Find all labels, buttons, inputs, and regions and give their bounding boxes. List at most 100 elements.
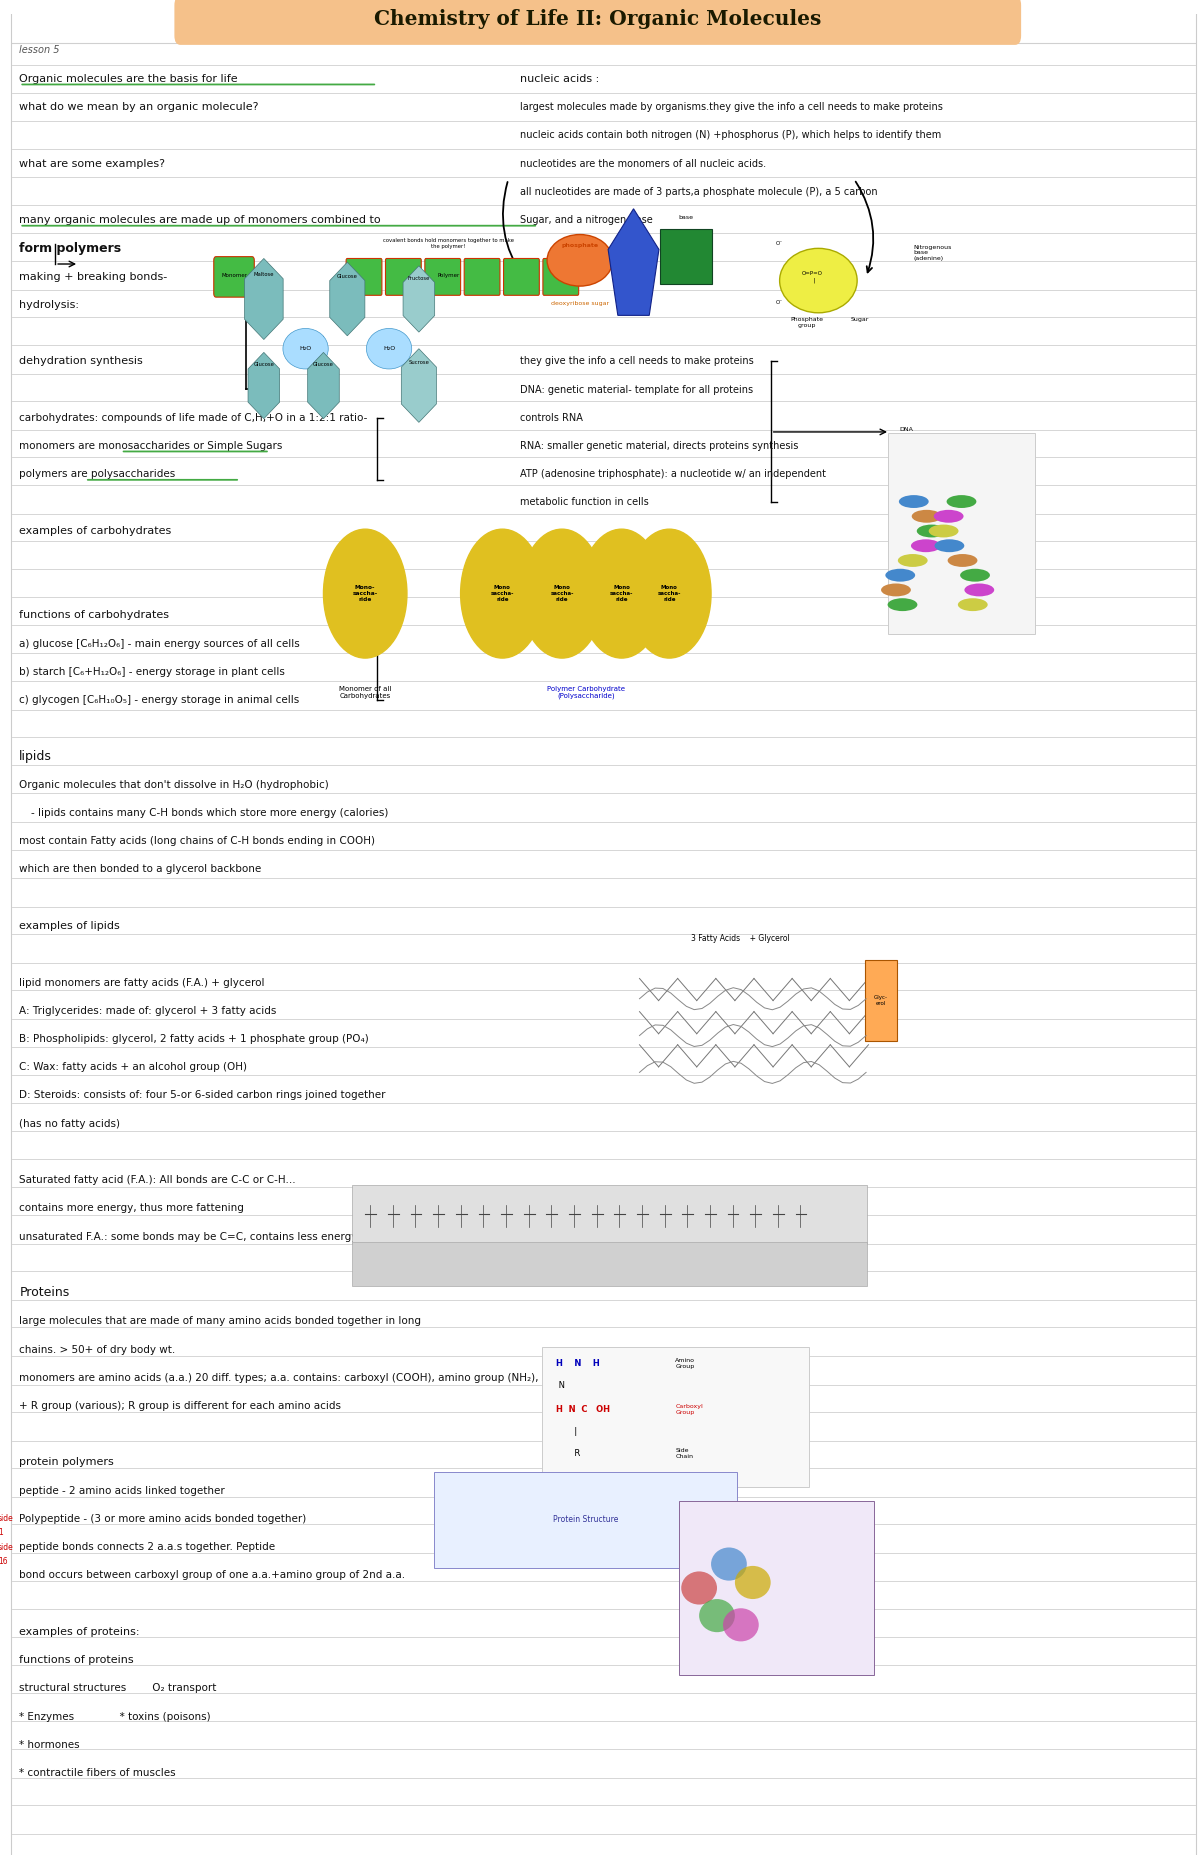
Ellipse shape <box>886 569 916 582</box>
Text: form polymers: form polymers <box>19 241 121 254</box>
Text: deoxyribose sugar: deoxyribose sugar <box>551 301 608 306</box>
Text: Maltose: Maltose <box>253 271 274 276</box>
Text: monomers are amino acids (a.a.) 20 diff. types; a.a. contains: carboxyl (COOH), : monomers are amino acids (a.a.) 20 diff.… <box>19 1373 539 1382</box>
Polygon shape <box>245 258 283 339</box>
FancyBboxPatch shape <box>541 1347 809 1486</box>
Text: H  N  C   OH: H N C OH <box>556 1404 610 1414</box>
Polygon shape <box>248 352 280 419</box>
Text: Organic molecules are the basis for life: Organic molecules are the basis for life <box>19 74 238 83</box>
Text: * Enzymes              * toxins (poisons): * Enzymes * toxins (poisons) <box>19 1712 211 1721</box>
Text: Chemistry of Life II: Organic Molecules: Chemistry of Life II: Organic Molecules <box>374 9 822 30</box>
FancyBboxPatch shape <box>434 1473 737 1567</box>
Text: Mono
saccha-
ride: Mono saccha- ride <box>610 586 634 601</box>
Text: hydrolysis:: hydrolysis: <box>19 301 79 310</box>
Text: side: side <box>0 1514 13 1523</box>
Text: DNA: genetic material- template for all proteins: DNA: genetic material- template for all … <box>521 384 754 395</box>
FancyBboxPatch shape <box>464 258 500 295</box>
Text: Monomer: Monomer <box>221 273 247 278</box>
Polygon shape <box>403 265 434 332</box>
Text: * contractile fibers of muscles: * contractile fibers of muscles <box>19 1768 176 1779</box>
FancyBboxPatch shape <box>679 1501 875 1675</box>
Text: 16: 16 <box>0 1556 7 1566</box>
Circle shape <box>461 529 544 659</box>
Ellipse shape <box>965 584 995 595</box>
Text: Polymer: Polymer <box>438 273 460 278</box>
Text: + R group (various); R group is different for each amino acids: + R group (various); R group is differen… <box>19 1401 341 1412</box>
Ellipse shape <box>780 249 857 313</box>
Text: |: | <box>556 1426 577 1436</box>
Text: Organic molecules that don't dissolve in H₂O (hydrophobic): Organic molecules that don't dissolve in… <box>19 779 329 790</box>
Text: bond occurs between carboxyl group of one a.a.+amino group of 2nd a.a.: bond occurs between carboxyl group of on… <box>19 1571 406 1580</box>
FancyBboxPatch shape <box>888 434 1036 634</box>
Polygon shape <box>307 352 340 419</box>
Ellipse shape <box>283 328 329 369</box>
Text: metabolic function in cells: metabolic function in cells <box>521 497 649 508</box>
Text: DNA: DNA <box>900 427 913 432</box>
Text: many organic molecules are made up of monomers combined to: many organic molecules are made up of mo… <box>19 215 380 224</box>
Text: Amino
Group: Amino Group <box>676 1358 695 1369</box>
FancyBboxPatch shape <box>385 258 421 295</box>
Ellipse shape <box>682 1571 718 1605</box>
Text: examples of carbohydrates: examples of carbohydrates <box>19 525 172 536</box>
Text: contains more energy, thus more fattening: contains more energy, thus more fattenin… <box>19 1204 245 1213</box>
Text: H₂O: H₂O <box>383 347 395 351</box>
Ellipse shape <box>734 1566 770 1599</box>
Text: O⁻: O⁻ <box>775 301 782 306</box>
Polygon shape <box>608 210 659 315</box>
Text: Monomer of all
Carbohydrates: Monomer of all Carbohydrates <box>340 686 391 699</box>
Text: (has no fatty acids): (has no fatty acids) <box>19 1119 120 1128</box>
Ellipse shape <box>929 525 959 538</box>
Polygon shape <box>401 349 437 423</box>
Circle shape <box>324 529 407 659</box>
Text: H    N    H: H N H <box>556 1360 600 1367</box>
Text: Mono-
saccha-
ride: Mono- saccha- ride <box>353 586 378 601</box>
Text: R: R <box>556 1449 581 1458</box>
Text: Carboxyl
Group: Carboxyl Group <box>676 1404 703 1415</box>
FancyBboxPatch shape <box>214 256 254 297</box>
Text: a) glucose [C₆H₁₂O₆] - main energy sources of all cells: a) glucose [C₆H₁₂O₆] - main energy sourc… <box>19 638 300 649</box>
Text: b) starch [C₆+H₁₂O₆] - energy storage in plant cells: b) starch [C₆+H₁₂O₆] - energy storage in… <box>19 668 286 677</box>
Text: nucleotides are the monomers of all nucleic acids.: nucleotides are the monomers of all nucl… <box>521 160 767 169</box>
Ellipse shape <box>917 525 947 538</box>
Text: 3 Fatty Acids    + Glycerol: 3 Fatty Acids + Glycerol <box>691 935 791 944</box>
Circle shape <box>628 529 712 659</box>
Text: Proteins: Proteins <box>19 1287 70 1300</box>
Text: examples of proteins:: examples of proteins: <box>19 1627 140 1636</box>
Text: phosphate: phosphate <box>562 243 599 249</box>
Text: lesson 5: lesson 5 <box>19 45 60 56</box>
Text: large molecules that are made of many amino acids bonded together in long: large molecules that are made of many am… <box>19 1317 421 1326</box>
Text: making + breaking bonds-: making + breaking bonds- <box>19 271 168 282</box>
Text: Fructose: Fructose <box>408 276 430 280</box>
Text: Sucrose: Sucrose <box>408 360 430 365</box>
Text: Mono
saccha-
ride: Mono saccha- ride <box>551 586 574 601</box>
Text: monomers are monosaccharides or Simple Sugars: monomers are monosaccharides or Simple S… <box>19 441 283 451</box>
Text: D: Steroids: consists of: four 5-or 6-sided carbon rings joined together: D: Steroids: consists of: four 5-or 6-si… <box>19 1091 386 1100</box>
FancyBboxPatch shape <box>865 961 898 1041</box>
Text: what are some examples?: what are some examples? <box>19 160 166 169</box>
Circle shape <box>521 529 604 659</box>
Ellipse shape <box>722 1608 758 1642</box>
Text: dehydration synthesis: dehydration synthesis <box>19 356 143 365</box>
Ellipse shape <box>888 597 918 610</box>
Polygon shape <box>330 262 365 336</box>
Ellipse shape <box>935 540 965 553</box>
Text: covalent bonds hold monomers together to make
the polymer!: covalent bonds hold monomers together to… <box>383 239 514 249</box>
Ellipse shape <box>947 495 977 508</box>
FancyBboxPatch shape <box>174 0 1021 45</box>
Ellipse shape <box>948 555 978 568</box>
Text: Glucose: Glucose <box>337 275 358 278</box>
Text: Polymer Carbohydrate
(Polysaccharide): Polymer Carbohydrate (Polysaccharide) <box>547 686 625 699</box>
Text: controls RNA: controls RNA <box>521 414 583 423</box>
Text: * hormones: * hormones <box>19 1740 80 1749</box>
Text: Saturated fatty acid (F.A.): All bonds are C-C or C-H...: Saturated fatty acid (F.A.): All bonds a… <box>19 1174 296 1185</box>
Text: peptide - 2 amino acids linked together: peptide - 2 amino acids linked together <box>19 1486 226 1495</box>
Text: side: side <box>0 1543 13 1551</box>
Circle shape <box>580 529 664 659</box>
Text: structural structures        O₂ transport: structural structures O₂ transport <box>19 1682 217 1694</box>
Text: Nitrogenous
base
(adenine): Nitrogenous base (adenine) <box>913 245 952 262</box>
Text: RNA: smaller genetic material, directs proteins synthesis: RNA: smaller genetic material, directs p… <box>521 441 799 451</box>
Text: H₂O: H₂O <box>300 347 312 351</box>
Text: chains. > 50+ of dry body wt.: chains. > 50+ of dry body wt. <box>19 1345 175 1354</box>
Text: unsaturated F.A.: some bonds may be C=C, contains less energy, less fattening: unsaturated F.A.: some bonds may be C=C,… <box>19 1232 436 1241</box>
FancyBboxPatch shape <box>660 228 713 284</box>
